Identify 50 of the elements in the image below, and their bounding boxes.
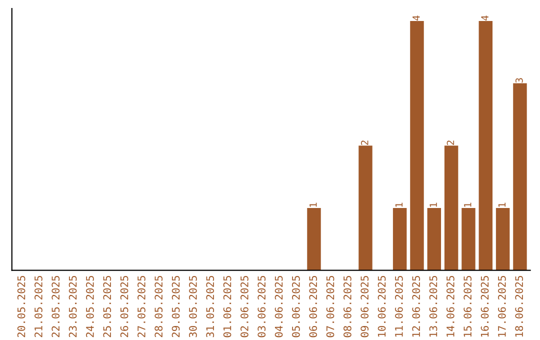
data-label: 2 — [446, 140, 454, 145]
x-tick-label: 31.05.2025 — [206, 276, 214, 338]
bar — [358, 146, 372, 270]
bar — [427, 208, 442, 270]
bar — [478, 20, 493, 270]
x-tick-label: 04.06.2025 — [274, 276, 283, 338]
x-tick-label: 22.05.2025 — [52, 276, 60, 338]
x-tick-label: 05.06.2025 — [292, 276, 300, 338]
data-label: 1 — [430, 202, 437, 207]
bar — [392, 208, 407, 270]
data-label: 3 — [515, 78, 523, 83]
x-tick-label: 10.06.2025 — [378, 276, 386, 337]
x-tick-label: 14.06.2025 — [446, 276, 454, 337]
x-tick-label: 13.06.2025 — [429, 276, 438, 337]
x-tick-label: 18.06.2025 — [515, 276, 524, 337]
x-tick-label: 08.06.2025 — [343, 276, 352, 338]
bar — [307, 208, 321, 270]
data-label: 1 — [464, 202, 472, 207]
x-tick-label: 02.06.2025 — [240, 276, 248, 338]
bar — [410, 20, 424, 270]
x-tick-label: 11.06.2025 — [394, 276, 403, 337]
x-tick-label: 27.05.2025 — [138, 276, 146, 338]
x-tick-label: 01.06.2025 — [223, 276, 232, 338]
bar — [496, 208, 510, 270]
bar — [444, 146, 458, 270]
x-tick-label: 07.06.2025 — [326, 276, 334, 338]
x-tick-label: 24.05.2025 — [86, 276, 94, 338]
x-tick-label: 28.05.2025 — [154, 276, 163, 338]
x-tick-label: 21.05.2025 — [34, 276, 42, 338]
bar — [462, 208, 476, 270]
x-tick-label: 12.06.2025 — [412, 276, 420, 337]
x-tick-label: 20.05.2025 — [17, 276, 26, 338]
data-label: 1 — [498, 202, 506, 207]
data-label: 1 — [310, 202, 317, 207]
x-tick-label: 09.06.2025 — [360, 276, 369, 338]
x-tick-label: 23.05.2025 — [68, 276, 77, 338]
x-tick-label: 26.05.2025 — [120, 276, 128, 338]
data-label: 4 — [481, 16, 488, 20]
x-tick-label: 16.06.2025 — [480, 276, 489, 337]
data-label: 1 — [395, 202, 403, 207]
x-tick-label: 29.05.2025 — [172, 276, 180, 338]
x-tick-label: 25.05.2025 — [103, 276, 112, 338]
x-tick-label: 17.06.2025 — [498, 276, 506, 337]
data-label: 2 — [360, 140, 368, 145]
data-label: 4 — [412, 16, 420, 20]
x-tick-label: 03.06.2025 — [258, 276, 266, 338]
x-tick-label: 30.05.2025 — [189, 276, 197, 338]
bar — [513, 83, 527, 270]
x-tick-label: 06.06.2025 — [309, 276, 318, 338]
x-tick-label: 15.06.2025 — [464, 276, 472, 337]
